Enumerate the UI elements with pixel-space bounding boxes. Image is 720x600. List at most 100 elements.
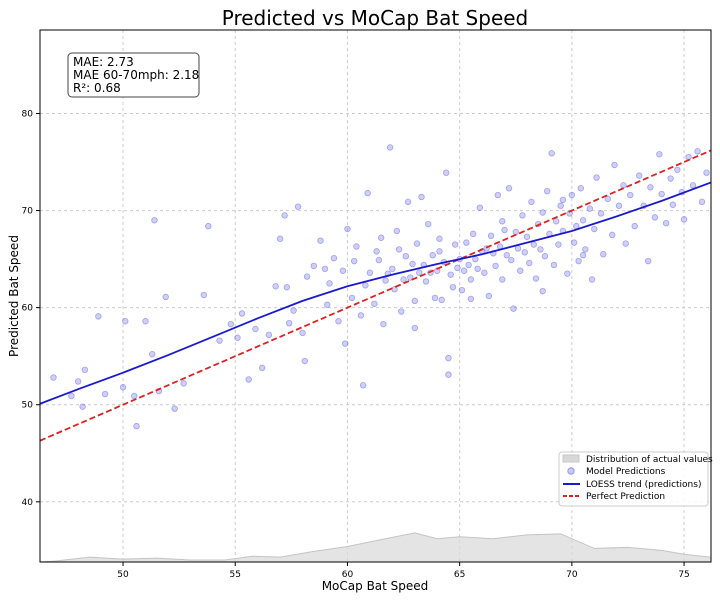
prediction-point (622, 240, 629, 247)
prediction-point (528, 198, 535, 206)
prediction-point (151, 217, 158, 224)
prediction-point (577, 185, 585, 192)
prediction-point (294, 203, 302, 210)
prediction-point (335, 318, 342, 325)
prediction-point (615, 202, 623, 209)
loess-trend-line (39, 181, 712, 405)
prediction-point (285, 319, 293, 327)
prediction-point (357, 312, 365, 319)
prediction-point (609, 231, 616, 239)
prediction-point (579, 252, 587, 259)
prediction-point (362, 282, 369, 289)
prediction-point (119, 384, 127, 391)
prediction-point (570, 239, 578, 246)
prediction-point (200, 291, 208, 299)
prediction-point (371, 300, 378, 307)
prediction-point (514, 245, 522, 252)
trend-lines (39, 149, 712, 442)
prediction-point (447, 271, 454, 278)
legend-label-loess: LOESS trend (predictions) (586, 480, 701, 490)
prediction-point (344, 225, 351, 233)
prediction-point (50, 374, 57, 381)
prediction-point (532, 275, 540, 282)
prediction-point (382, 277, 389, 284)
prediction-point (377, 234, 385, 241)
prediction-point (402, 252, 409, 260)
distribution-area (39, 532, 712, 563)
distribution-layer (39, 532, 712, 563)
prediction-point (416, 269, 423, 276)
y-tick-label: 60 (22, 304, 34, 314)
x-tick-label: 75 (678, 570, 689, 580)
prediction-point (301, 357, 309, 365)
prediction-point (487, 232, 495, 240)
stats-mae: MAE: 2.73 (73, 55, 134, 69)
prediction-point (162, 293, 169, 301)
prediction-point (469, 230, 477, 238)
prediction-point (142, 318, 149, 325)
prediction-point (467, 295, 475, 303)
prediction-point (149, 351, 156, 358)
stats-box-frame (67, 52, 200, 98)
prediction-point (651, 214, 659, 221)
prediction-point (245, 376, 252, 383)
perfect-prediction-line (39, 149, 712, 442)
prediction-point (238, 310, 246, 317)
prediction-point (579, 217, 587, 224)
prediction-point (568, 191, 576, 199)
prediction-point (519, 212, 526, 219)
prediction-point (451, 241, 459, 248)
prediction-point (299, 329, 306, 337)
prediction-point (101, 390, 109, 398)
y-tick-label: 70 (22, 207, 34, 217)
prediction-point (600, 251, 607, 258)
legend-frame (558, 451, 709, 507)
prediction-point (425, 220, 432, 228)
prediction-point (539, 209, 546, 216)
prediction-point (474, 265, 481, 273)
prediction-point (350, 257, 358, 265)
prediction-point (68, 392, 75, 400)
prediction-point (265, 331, 273, 339)
prediction-point (523, 233, 531, 240)
prediction-point (411, 297, 418, 305)
stats-mae-range: MAE 60-70mph: 2.18 (73, 68, 199, 82)
prediction-point (499, 218, 506, 225)
prediction-point (122, 318, 129, 325)
prediction-point (216, 337, 223, 344)
prediction-point (588, 276, 596, 283)
prediction-point (389, 265, 396, 273)
prediction-point (611, 161, 618, 169)
prediction-point (81, 366, 89, 373)
prediction-point (467, 276, 475, 283)
prediction-point (303, 273, 311, 280)
prediction-point (604, 195, 611, 203)
prediction-point (703, 169, 710, 176)
prediction-point (510, 305, 517, 312)
prediction-point (449, 284, 457, 291)
prediction-point (647, 184, 654, 191)
x-tick-label: 55 (230, 570, 241, 580)
prediction-point (669, 201, 677, 208)
prediction-point (656, 151, 663, 158)
y-axis-label: Predicted Bat Speed (7, 235, 21, 357)
prediction-point (631, 222, 638, 230)
prediction-point (543, 187, 551, 195)
prediction-point (557, 202, 564, 209)
prediction-point (373, 248, 380, 255)
prediction-point (227, 320, 234, 328)
prediction-point (400, 276, 407, 283)
prediction-point (366, 269, 374, 276)
prediction-point (95, 313, 102, 320)
prediction-point (171, 405, 178, 412)
prediction-point (555, 241, 562, 248)
legend-swatch-distribution (562, 454, 580, 463)
prediction-point (559, 196, 567, 204)
prediction-point (658, 190, 665, 198)
prediction-point (586, 205, 594, 212)
prediction-point (310, 262, 317, 270)
prediction-point (620, 182, 627, 189)
prediction-point (353, 243, 360, 250)
prediction-point (436, 248, 443, 255)
